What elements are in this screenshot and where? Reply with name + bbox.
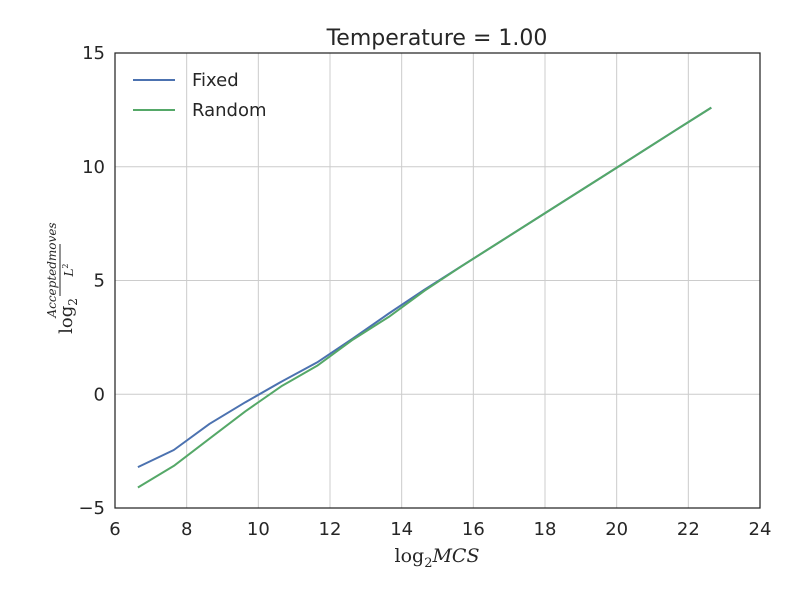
legend: Fixed Random bbox=[133, 70, 267, 121]
plot-frame bbox=[114, 52, 761, 509]
x-tick-label: 10 bbox=[247, 519, 270, 540]
y-tick-labels: −5 0 5 10 15 bbox=[78, 43, 105, 519]
svg-text:log2: log2 bbox=[56, 298, 80, 334]
x-tick-label: 14 bbox=[390, 519, 413, 540]
series-line-random bbox=[137, 106, 712, 489]
x-tick-label: 6 bbox=[109, 519, 120, 540]
y-axis-label: log2 Acceptedmoves L2 bbox=[45, 222, 80, 333]
x-axis-label: log2MCS bbox=[395, 545, 480, 571]
x-tick-label: 20 bbox=[605, 519, 628, 540]
x-tick-label: 24 bbox=[749, 519, 772, 540]
legend-label-fixed: Fixed bbox=[192, 70, 239, 91]
y-tick-label: 10 bbox=[82, 157, 105, 178]
svg-text:Acceptedmoves: Acceptedmoves bbox=[45, 222, 59, 318]
x-tick-label: 18 bbox=[534, 519, 557, 540]
x-tick-label: 12 bbox=[319, 519, 342, 540]
y-tick-label: 5 bbox=[94, 271, 105, 292]
legend-label-random: Random bbox=[192, 100, 267, 121]
y-tick-label: −5 bbox=[78, 498, 105, 519]
x-tick-label: 16 bbox=[462, 519, 485, 540]
y-tick-label: 0 bbox=[94, 384, 105, 405]
x-tick-labels: 6 8 10 12 14 16 18 20 22 24 bbox=[109, 519, 771, 540]
x-tick-label: 22 bbox=[677, 519, 700, 540]
y-tick-label: 15 bbox=[82, 43, 105, 64]
chart-title: Temperature = 1.00 bbox=[326, 26, 548, 51]
x-tick-label: 8 bbox=[181, 519, 192, 540]
series-lines bbox=[137, 106, 712, 489]
